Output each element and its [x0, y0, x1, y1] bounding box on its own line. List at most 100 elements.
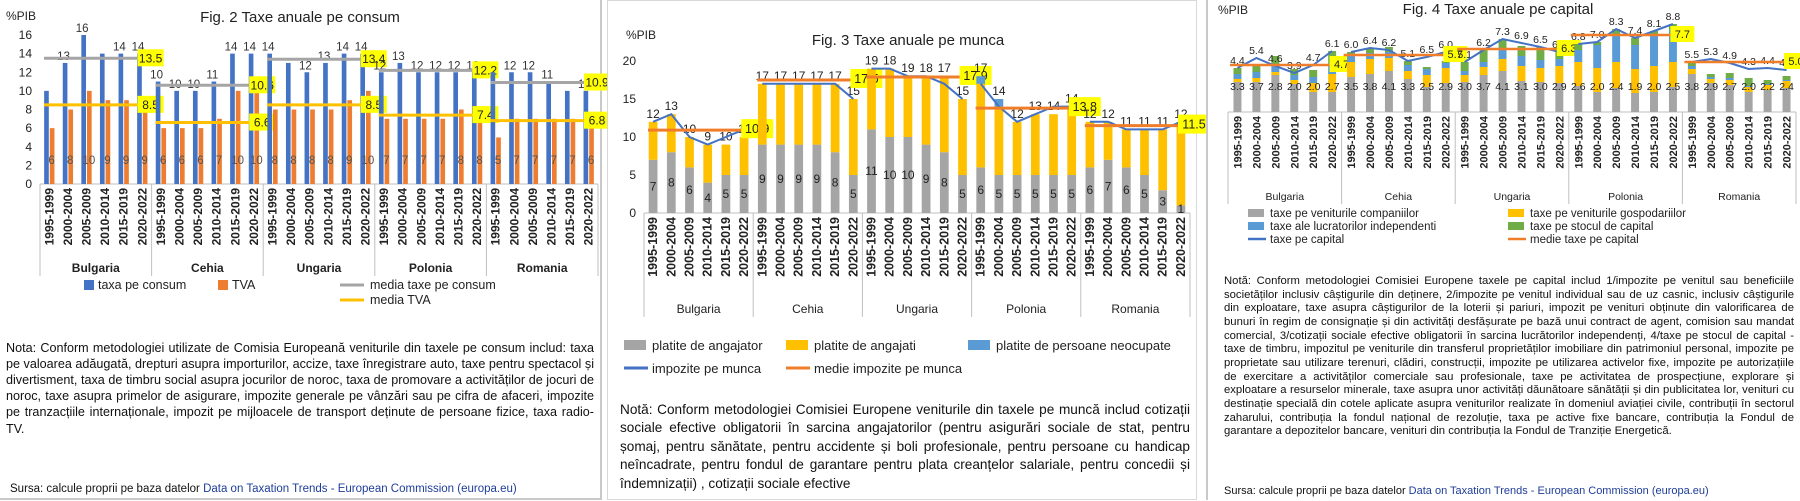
country-label-bulgaria: Bulgaria: [72, 261, 120, 275]
bar-taxe-ale-lucratorilor-independenti: [1687, 66, 1696, 69]
bar-taxa-pe-consum: [341, 53, 347, 184]
bar-taxa-pe-consum: [416, 72, 421, 184]
bar-platite-de-angajati: [903, 76, 913, 137]
bar-taxe-pe-veniturile-companiilor: [1517, 81, 1526, 112]
fig4-source: Sursa: calcule proprii pe baza datelor D…: [1224, 485, 1709, 497]
bar-tva: [105, 100, 111, 184]
data-label: 5.1: [1457, 49, 1472, 61]
fig4-source-link[interactable]: Data on Taxation Trends - European Commi…: [1408, 485, 1709, 497]
bar-taxe-pe-veniturile-gospodariilor: [1536, 68, 1545, 82]
period-tick-label: 1995-1999: [42, 188, 56, 246]
value-box-label: 7.7: [1675, 29, 1690, 41]
bar-taxe-pe-veniturile-gospodariilor: [1441, 68, 1450, 83]
data-label: 9: [795, 172, 802, 186]
bar-platite-de-angajati: [721, 144, 731, 175]
data-label: 5: [850, 187, 857, 201]
bar-taxe-ale-lucratorilor-independenti: [1403, 65, 1412, 71]
bar-taxe-pe-veniturile-gospodariilor: [1366, 59, 1374, 74]
bar-taxe-ale-lucratorilor-independenti: [1593, 45, 1602, 68]
bar-platite-de-angajati: [1067, 106, 1077, 175]
data-label: 2.5: [1419, 81, 1434, 93]
data-label: 8.8: [1666, 11, 1681, 23]
bar-taxe-ale-lucratorilor-independenti: [1422, 69, 1431, 75]
period-tick-label: 2015-2019: [719, 217, 733, 277]
period-tick-label: 2005-2009: [901, 217, 915, 277]
bar-taxa-pe-consum: [118, 53, 124, 184]
legend-label: taxe pe capital: [1270, 234, 1344, 246]
country-label-ungaria: Ungaria: [896, 302, 938, 316]
data-label: 8: [272, 155, 278, 167]
bar-taxe-pe-veniturile-gospodariilor: [1403, 71, 1412, 79]
data-label: 3.8: [1363, 81, 1378, 93]
period-tick-label: 2020-2022: [1065, 217, 1079, 277]
bar-platite-de-angajator: [885, 137, 895, 213]
bar-platite-de-angajati: [1049, 114, 1058, 175]
bar-taxe-pe-stocul-de-capital: [1706, 74, 1715, 77]
period-tick-label: 2005-2009: [792, 217, 806, 277]
data-label: 10: [250, 155, 263, 167]
data-label: 14: [262, 42, 275, 54]
value-box-bg: [584, 111, 610, 129]
data-label: 9: [759, 172, 766, 186]
fig2-source-link[interactable]: Data on Taxation Trends - European Commi…: [203, 483, 517, 495]
bar-platite-de-angajati: [666, 114, 676, 153]
data-label: 11: [541, 70, 553, 82]
period-tick-label: 2015-2019: [452, 188, 466, 246]
bar-tva: [198, 128, 204, 184]
data-label: 9: [923, 172, 930, 186]
period-tick-label: 2020-2022: [846, 217, 860, 277]
country-label-polonia: Polonia: [409, 261, 453, 275]
chart-title: Fig. 2 Taxe anuale pe consum: [200, 9, 400, 26]
country-label-romania: Romania: [1111, 302, 1159, 316]
data-label: 14: [243, 42, 256, 54]
bar-platite-de-angajati: [1140, 129, 1149, 175]
fig3-chart: Fig. 3 Taxe anuale pe munca%PIB05101520B…: [623, 28, 1210, 376]
y-tick-label: 10: [623, 130, 637, 144]
data-label: 3.1: [1514, 81, 1529, 93]
bar-tva: [384, 118, 390, 184]
bar-taxe-pe-veniturile-gospodariilor: [1290, 80, 1299, 84]
data-label: 11: [206, 70, 218, 82]
country-label-romania: Romania: [1718, 191, 1760, 203]
data-label: 7: [569, 155, 575, 167]
bar-taxe-pe-veniturile-gospodariilor: [1328, 74, 1337, 92]
data-label: 18: [883, 54, 897, 68]
legend-swatch: [1248, 209, 1264, 217]
bar-taxe-pe-veniturile-gospodariilor: [1384, 58, 1393, 71]
legend-label: impozite pe munca: [652, 361, 762, 376]
bar-taxe-ale-lucratorilor-independenti: [1517, 56, 1526, 66]
bar-taxe-pe-veniturile-companiilor: [1782, 88, 1791, 112]
data-label: 3.8: [1685, 81, 1700, 93]
period-tick-label: 2020-2022: [470, 188, 484, 246]
data-label: 5: [495, 155, 501, 167]
bar-taxe-pe-veniturile-gospodariilor: [1252, 78, 1261, 82]
period-tick-label: 2000-2004: [1365, 115, 1377, 168]
data-label: 2.9: [1552, 81, 1567, 93]
period-tick-label: 2010-2014: [919, 217, 933, 277]
data-label: 3.3: [1230, 81, 1245, 93]
bar-taxe-pe-veniturile-companiilor: [1763, 90, 1772, 112]
bar-taxe-pe-veniturile-gospodariilor: [1517, 66, 1526, 81]
line-impozite-pe-munca: [652, 112, 745, 146]
data-label: 13: [392, 51, 405, 63]
country-label-bulgaria: Bulgaria: [677, 302, 721, 316]
data-label: 10: [231, 155, 244, 167]
bar-taxe-ale-lucratorilor-independenti: [1347, 56, 1356, 62]
bar-tva: [49, 128, 55, 184]
bar-platite-de-angajati: [703, 144, 713, 183]
data-label: 6.5: [1533, 34, 1548, 46]
data-label: 2.0: [1647, 81, 1662, 93]
bar-platite-de-angajator: [721, 175, 731, 213]
value-box-bg: [1178, 114, 1210, 134]
bar-tva: [124, 100, 129, 184]
data-label: 3: [1159, 195, 1166, 209]
bar-taxe-pe-veniturile-gospodariilor: [1593, 68, 1602, 92]
period-tick-label: 2005-2009: [1119, 217, 1133, 277]
period-tick-label: 1995-1999: [154, 188, 168, 246]
bar-taxe-pe-veniturile-gospodariilor: [1725, 80, 1734, 85]
period-tick-label: 2005-2009: [1725, 116, 1737, 169]
bar-taxe-pe-veniturile-companiilor: [1536, 82, 1545, 112]
period-tick-label: 2010-2014: [210, 188, 224, 246]
legend-swatch: [1508, 209, 1524, 217]
bar-tva: [217, 118, 222, 184]
